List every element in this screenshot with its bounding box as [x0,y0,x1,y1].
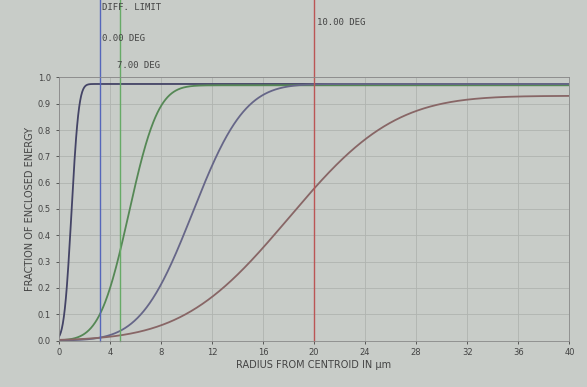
Text: 10.00 DEG: 10.00 DEG [317,18,365,27]
Text: DIFF. LIMIT: DIFF. LIMIT [103,3,161,12]
Y-axis label: FRACTION OF ENCLOSED ENERGY: FRACTION OF ENCLOSED ENERGY [25,127,35,291]
Text: 7.00 DEG: 7.00 DEG [117,61,160,70]
X-axis label: RADIUS FROM CENTROID IN μm: RADIUS FROM CENTROID IN μm [237,360,392,370]
Text: 0.00 DEG: 0.00 DEG [103,34,146,43]
